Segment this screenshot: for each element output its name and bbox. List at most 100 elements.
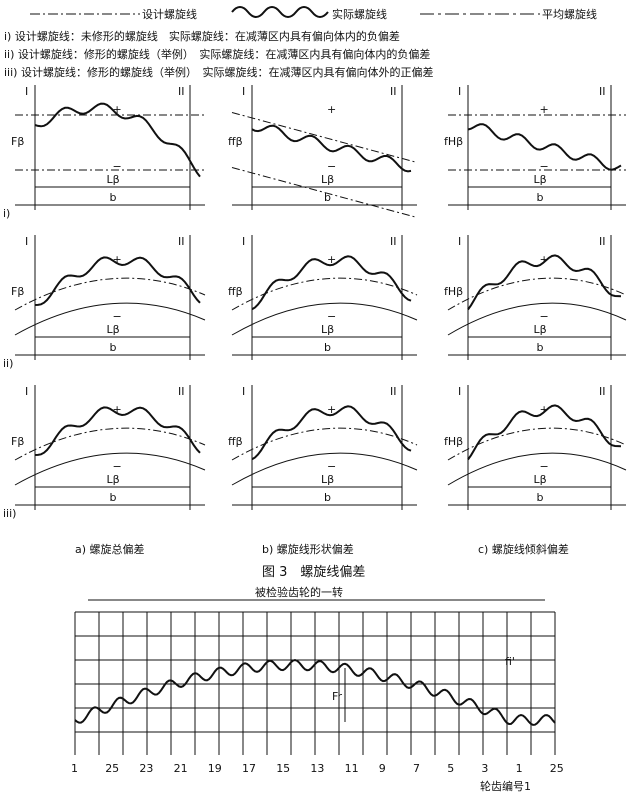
tooth: 25 [105,762,119,775]
note: i) 设计螺旋线：未修形的螺旋线 实际螺旋线：在减薄区内具有偏向体内的负偏差 [4,29,400,43]
label: I [242,235,245,248]
tooth: 17 [242,762,256,775]
caption: b) 螺旋线形状偏差 [262,542,354,556]
tooth: 3 [481,762,488,775]
length: Lβ [107,473,120,486]
row: ii) [3,357,13,370]
actual [251,255,412,311]
minus: − [327,310,336,323]
minus: − [113,160,122,173]
tooth: 23 [139,762,153,775]
symbol: fHβ [444,435,463,448]
width: b [110,341,117,354]
length: Lβ [107,173,120,186]
label: I [25,85,28,98]
design [447,452,627,486]
symbol: fHβ [444,135,463,148]
width: b [324,491,331,504]
row: iii) [3,507,16,520]
label: II [599,235,606,248]
actual [467,254,622,311]
width: b [537,491,544,504]
length: Lβ [534,473,547,486]
design [14,452,206,486]
plus: + [327,103,336,116]
tooth: 11 [345,762,359,775]
plus: + [540,103,549,116]
figure-title: 图 3 螺旋线偏差 [262,565,365,580]
width: b [537,341,544,354]
plus: + [327,403,336,416]
bottom-title: 被检验齿轮的一转 [255,585,343,599]
label: II [599,385,606,398]
tooth: 7 [413,762,420,775]
design [231,427,418,461]
minus: − [327,160,336,173]
design [14,302,206,336]
label: I [242,85,245,98]
design [447,302,627,336]
minus: − [113,460,122,473]
actual [251,124,412,173]
plus: + [113,403,122,416]
legend-design: 设计螺旋线 [142,7,197,21]
actual [34,256,201,306]
width: b [324,341,331,354]
plus: + [113,103,122,116]
symbol: ffβ [228,285,243,298]
tooth: 21 [174,762,188,775]
tooth: 19 [208,762,222,775]
legend-wave [231,6,329,18]
row: i) [3,207,10,220]
design [231,112,418,163]
single: fi' [505,655,515,668]
symbol: ffβ [228,135,243,148]
width: b [110,191,117,204]
label: II [390,385,397,398]
length: Lβ [534,173,547,186]
tooth: 15 [276,762,290,775]
label: II [178,385,185,398]
symbol: fHβ [444,285,463,298]
tooth: 1 [516,762,523,775]
label: I [242,385,245,398]
label: II [390,235,397,248]
design [14,277,206,311]
tooth: 25 [550,762,564,775]
width: b [537,191,544,204]
design [231,452,418,486]
label: I [458,385,461,398]
actual [34,102,201,178]
design [231,277,418,311]
note: iii) 设计螺旋线：修形的螺旋线（举例） 实际螺旋线：在减薄区内具有偏向体外的… [4,65,433,79]
tooth: 9 [379,762,386,775]
note: ii) 设计螺旋线：修形的螺旋线（举例） 实际螺旋线：在减薄区内具有偏向体内的负… [4,47,430,61]
symbol: Fβ [11,435,24,448]
symbol: Fβ [11,285,24,298]
minus: − [327,460,336,473]
profile [74,658,556,726]
tooth: 13 [310,762,324,775]
length: Lβ [321,323,334,336]
total: Fr [332,690,343,703]
label: I [458,235,461,248]
tooth-label: 轮齿编号1 [480,779,531,793]
design [447,277,627,311]
minus: − [540,310,549,323]
caption: c) 螺旋线倾斜偏差 [478,542,569,556]
caption: a) 螺旋总偏差 [75,542,145,556]
width: b [110,491,117,504]
actual [34,406,201,456]
actual [251,405,412,461]
minus: − [540,160,549,173]
length: Lβ [321,173,334,186]
minus: − [540,460,549,473]
length: Lβ [107,323,120,336]
length: Lβ [321,473,334,486]
design [14,427,206,461]
plus: + [540,253,549,266]
actual [467,404,622,461]
label: I [25,235,28,248]
label: II [178,235,185,248]
